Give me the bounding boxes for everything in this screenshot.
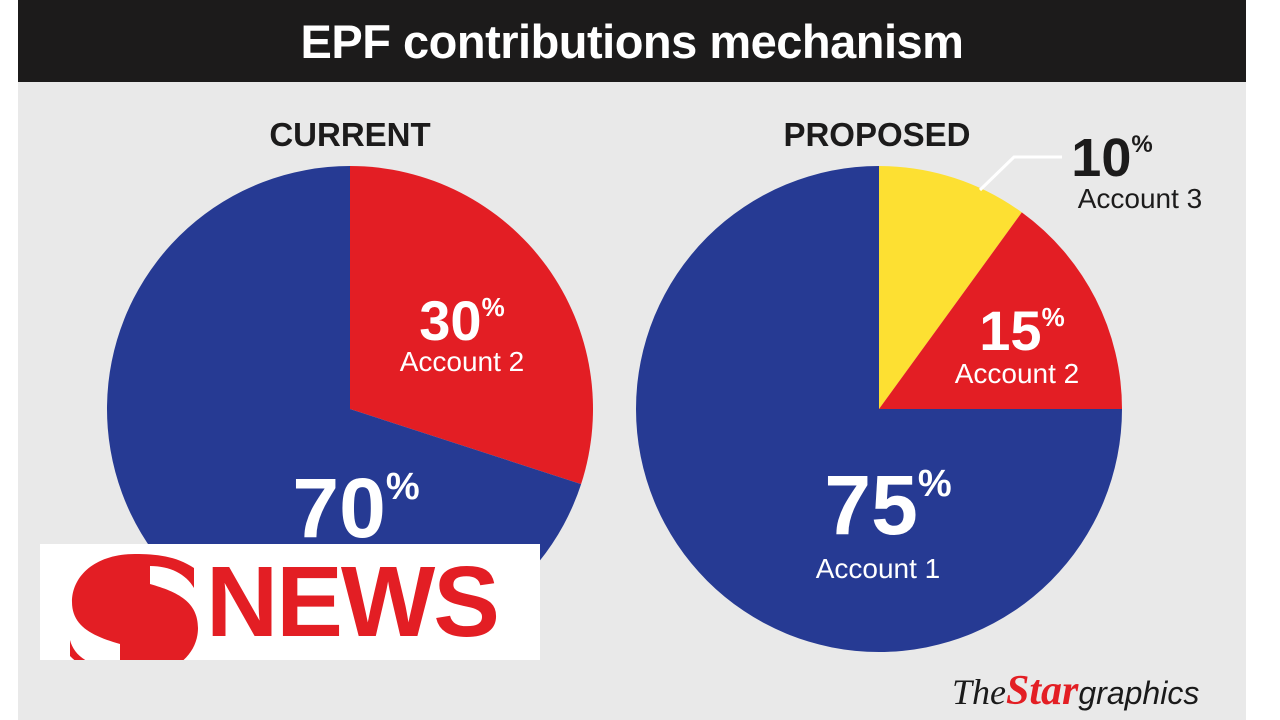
current-slice-account-2: [350, 166, 593, 485]
proposed-account-1-label: Account 1: [816, 553, 941, 584]
current-slice-rest: [106, 166, 582, 652]
proposed-chart-title: PROPOSED: [783, 116, 970, 153]
credit-graphics: graphics: [1078, 675, 1200, 711]
news-logo-banner: [40, 544, 540, 660]
current-pie: [106, 166, 593, 652]
proposed-account-3-value: 10%: [1071, 128, 1152, 188]
credit-the: The: [952, 672, 1006, 712]
current-rest-value: 70%: [292, 461, 419, 555]
current-account-2-label: Account 2: [400, 346, 525, 377]
current-account-2-value: 30%: [419, 289, 504, 352]
the-star-graphics-credit: TheStargraphics: [952, 668, 1199, 716]
proposed-slice-account-1: [636, 166, 1122, 652]
account-3-leader-line: [978, 155, 1062, 192]
news-logo-text: NEWS: [206, 546, 500, 658]
proposed-account-2-value: 15%: [979, 299, 1064, 362]
proposed-account-2-label: Account 2: [955, 358, 1080, 389]
title-bar: EPF contributions mechanism: [18, 0, 1246, 82]
chart-title: EPF contributions mechanism: [300, 14, 964, 68]
proposed-account-1-value: 75%: [824, 458, 951, 552]
proposed-account-3-label: Account 3: [1078, 183, 1203, 214]
proposed-slice-account-2: [879, 212, 1122, 409]
proposed-pie: [636, 166, 1122, 652]
s-logo-icon: [70, 554, 198, 660]
credit-star: Star: [1006, 668, 1079, 714]
proposed-slice-account-3: [879, 166, 1022, 409]
current-chart-title: CURRENT: [269, 116, 430, 153]
